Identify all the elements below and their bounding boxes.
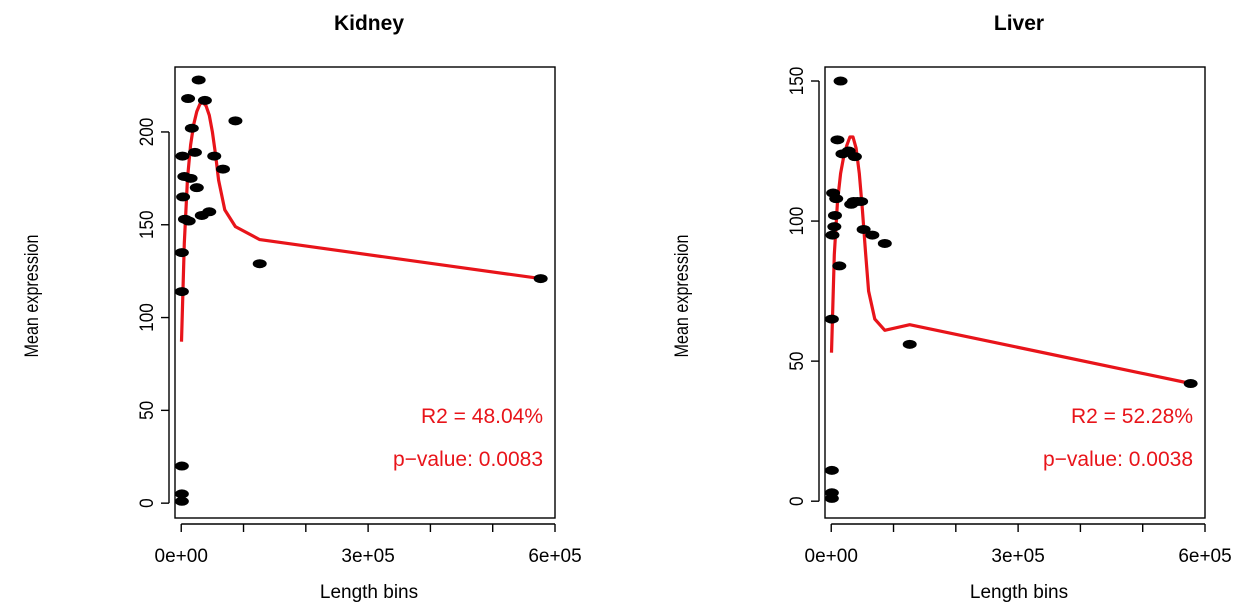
x-tick-label: 6e+05 xyxy=(528,546,581,567)
x-tick-label: 6e+05 xyxy=(1178,546,1231,567)
data-point xyxy=(181,216,196,226)
data-point xyxy=(228,116,243,126)
data-point xyxy=(835,149,850,159)
data-point xyxy=(207,151,222,161)
fit-curve xyxy=(829,135,1192,386)
data-point xyxy=(832,261,847,271)
data-point xyxy=(830,135,845,145)
fit-line xyxy=(179,100,541,342)
data-point xyxy=(252,259,267,269)
x-tick-label: 0e+00 xyxy=(155,546,208,567)
x-tick-label: 0e+00 xyxy=(805,546,858,567)
y-axis-label: Mean expression xyxy=(671,235,693,358)
y-tick-label: 0 xyxy=(786,496,807,506)
data-point xyxy=(215,164,230,174)
data-point xyxy=(181,94,196,104)
r2-annotation: R2 = 48.04% xyxy=(421,405,543,428)
data-point xyxy=(844,199,859,209)
data-point xyxy=(184,123,199,133)
fit-line xyxy=(829,135,1192,386)
data-point xyxy=(824,493,839,503)
data-point xyxy=(829,194,844,204)
p-value-annotation: p−value: 0.0038 xyxy=(1043,448,1193,471)
y-axis: 0 50 100 150 xyxy=(786,67,820,506)
data-point xyxy=(174,489,189,499)
r2-annotation: R2 = 52.28% xyxy=(1071,405,1193,428)
data-point xyxy=(825,230,840,240)
data-point xyxy=(827,222,842,232)
y-tick-label: 100 xyxy=(786,207,807,236)
y-tick-label: 200 xyxy=(136,118,157,147)
x-tick-label: 3e+05 xyxy=(991,546,1044,567)
plot-frame xyxy=(824,66,1206,519)
data-point xyxy=(865,230,880,240)
data-point xyxy=(174,461,189,471)
y-tick-label: 50 xyxy=(136,401,157,420)
data-point xyxy=(833,76,848,86)
chart-title: Kidney xyxy=(334,12,404,35)
panel-kidney: Kidney Length bins Mean expression 0e+00… xyxy=(21,12,582,602)
x-axis-label: Length bins xyxy=(970,582,1068,602)
data-point xyxy=(194,210,209,220)
data-point xyxy=(824,314,839,324)
panel-liver: Liver Length bins Mean expression 0e+00 3… xyxy=(671,12,1232,602)
x-axis: 0e+00 3e+05 6e+05 xyxy=(805,523,1232,567)
y-tick-label: 0 xyxy=(136,498,157,508)
x-axis: 0e+00 3e+05 6e+05 xyxy=(155,523,582,567)
data-point xyxy=(175,151,190,161)
chart-title: Liver xyxy=(994,12,1044,35)
data-point xyxy=(174,287,189,297)
data-point xyxy=(847,152,862,162)
data-points xyxy=(824,76,1198,503)
data-point xyxy=(176,192,191,202)
data-point xyxy=(533,274,548,284)
data-point xyxy=(174,496,189,506)
data-point xyxy=(183,173,198,183)
fit-curve xyxy=(179,100,541,342)
y-tick-label: 50 xyxy=(786,352,807,371)
data-point xyxy=(189,183,204,193)
y-axis: 0 50 100 150 200 xyxy=(136,118,170,508)
y-tick-label: 150 xyxy=(136,210,157,239)
data-point xyxy=(877,238,892,248)
data-point xyxy=(824,465,839,475)
y-tick-label: 100 xyxy=(136,303,157,332)
data-points xyxy=(174,75,548,506)
x-tick-label: 3e+05 xyxy=(341,546,394,567)
p-value-annotation: p−value: 0.0083 xyxy=(393,448,543,471)
data-point xyxy=(856,224,871,234)
data-point xyxy=(902,339,917,349)
data-point xyxy=(174,248,189,258)
data-point xyxy=(197,95,212,105)
data-point xyxy=(191,75,206,85)
data-point xyxy=(187,147,202,157)
y-axis-label: Mean expression xyxy=(21,235,43,358)
plot-frame xyxy=(174,66,556,519)
data-point xyxy=(827,210,842,220)
y-tick-label: 150 xyxy=(786,67,807,96)
x-axis-label: Length bins xyxy=(320,582,418,602)
data-point xyxy=(1183,379,1198,389)
